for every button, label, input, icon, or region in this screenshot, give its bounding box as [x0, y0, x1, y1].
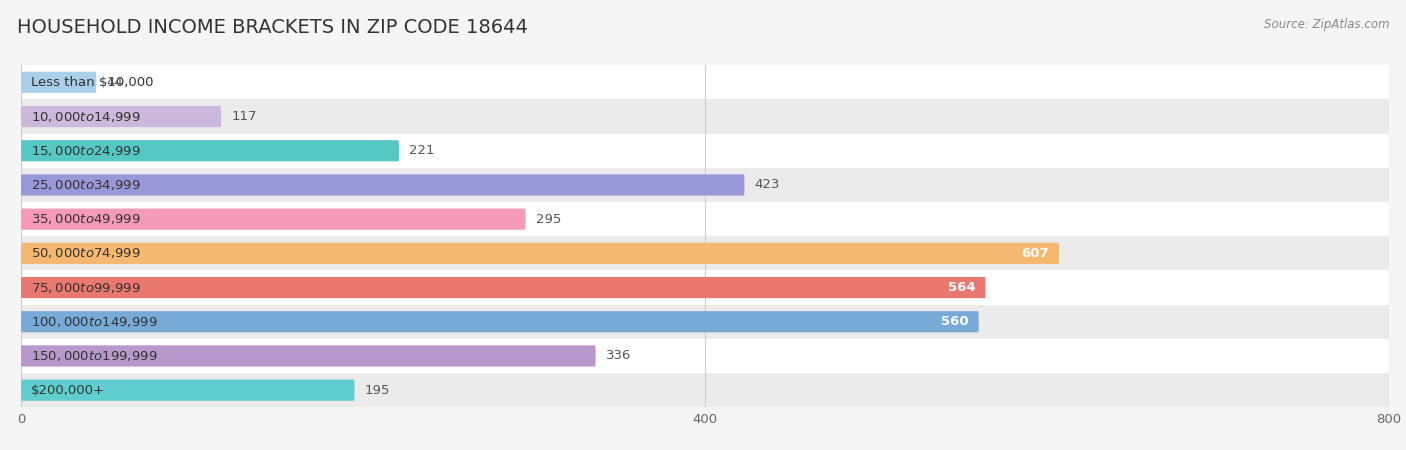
- Text: 560: 560: [941, 315, 969, 328]
- Text: $25,000 to $34,999: $25,000 to $34,999: [31, 178, 141, 192]
- FancyBboxPatch shape: [21, 168, 1389, 202]
- Text: 221: 221: [409, 144, 434, 157]
- Text: 117: 117: [232, 110, 257, 123]
- FancyBboxPatch shape: [21, 243, 1059, 264]
- FancyBboxPatch shape: [21, 339, 1389, 373]
- Text: Less than $10,000: Less than $10,000: [31, 76, 153, 89]
- Text: 336: 336: [606, 350, 631, 362]
- Text: Source: ZipAtlas.com: Source: ZipAtlas.com: [1264, 18, 1389, 31]
- FancyBboxPatch shape: [21, 305, 1389, 339]
- FancyBboxPatch shape: [21, 65, 1389, 99]
- Text: 564: 564: [948, 281, 976, 294]
- FancyBboxPatch shape: [21, 72, 97, 93]
- FancyBboxPatch shape: [21, 270, 1389, 305]
- FancyBboxPatch shape: [21, 174, 744, 196]
- FancyBboxPatch shape: [21, 106, 221, 127]
- FancyBboxPatch shape: [21, 208, 526, 230]
- Text: 423: 423: [755, 179, 780, 191]
- FancyBboxPatch shape: [21, 202, 1389, 236]
- FancyBboxPatch shape: [21, 236, 1389, 270]
- FancyBboxPatch shape: [21, 311, 979, 333]
- Text: 44: 44: [107, 76, 124, 89]
- Text: 607: 607: [1021, 247, 1049, 260]
- Text: 195: 195: [364, 384, 391, 396]
- FancyBboxPatch shape: [21, 99, 1389, 134]
- FancyBboxPatch shape: [21, 140, 399, 162]
- Text: $75,000 to $99,999: $75,000 to $99,999: [31, 280, 141, 295]
- FancyBboxPatch shape: [21, 277, 986, 298]
- Text: $15,000 to $24,999: $15,000 to $24,999: [31, 144, 141, 158]
- Text: $150,000 to $199,999: $150,000 to $199,999: [31, 349, 157, 363]
- FancyBboxPatch shape: [21, 134, 1389, 168]
- Text: HOUSEHOLD INCOME BRACKETS IN ZIP CODE 18644: HOUSEHOLD INCOME BRACKETS IN ZIP CODE 18…: [17, 18, 527, 37]
- Text: 295: 295: [536, 213, 561, 225]
- FancyBboxPatch shape: [21, 379, 354, 401]
- Text: $10,000 to $14,999: $10,000 to $14,999: [31, 109, 141, 124]
- Text: $50,000 to $74,999: $50,000 to $74,999: [31, 246, 141, 261]
- Text: $35,000 to $49,999: $35,000 to $49,999: [31, 212, 141, 226]
- Text: $100,000 to $149,999: $100,000 to $149,999: [31, 315, 157, 329]
- FancyBboxPatch shape: [21, 345, 596, 367]
- FancyBboxPatch shape: [21, 373, 1389, 407]
- Text: $200,000+: $200,000+: [31, 384, 105, 396]
